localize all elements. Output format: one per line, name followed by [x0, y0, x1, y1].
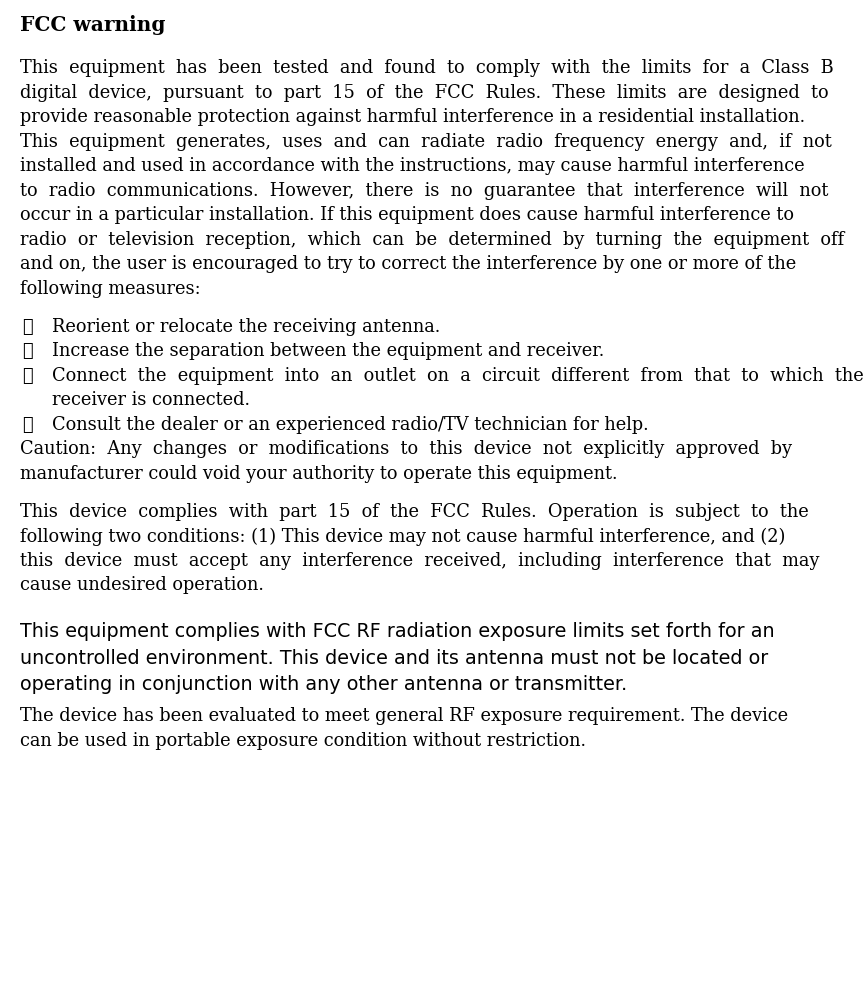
Text: to  radio  communications.  However,  there  is  no  guarantee  that  interferen: to radio communications. However, there …: [20, 182, 828, 200]
Text: provide reasonable protection against harmful interference in a residential inst: provide reasonable protection against ha…: [20, 108, 806, 127]
Text: Reorient or relocate the receiving antenna.: Reorient or relocate the receiving anten…: [52, 318, 440, 336]
Text: This  equipment  generates,  uses  and  can  radiate  radio  frequency  energy  : This equipment generates, uses and can r…: [20, 133, 832, 150]
Text: uncontrolled environment. This device and its antenna must not be located or: uncontrolled environment. This device an…: [20, 649, 768, 667]
Text: occur in a particular installation. If this equipment does cause harmful interfe: occur in a particular installation. If t…: [20, 206, 794, 224]
Text: Connect  the  equipment  into  an  outlet  on  a  circuit  different  from  that: Connect the equipment into an outlet on …: [52, 367, 864, 385]
Text: ・: ・: [22, 318, 32, 336]
Text: manufacturer could void your authority to operate this equipment.: manufacturer could void your authority t…: [20, 465, 617, 483]
Text: Caution:  Any  changes  or  modifications  to  this  device  not  explicitly  ap: Caution: Any changes or modifications to…: [20, 440, 792, 458]
Text: operating in conjunction with any other antenna or transmitter.: operating in conjunction with any other …: [20, 675, 628, 694]
Text: this  device  must  accept  any  interference  received,  including  interferenc: this device must accept any interference…: [20, 551, 819, 570]
Text: radio  or  television  reception,  which  can  be  determined  by  turning  the : radio or television reception, which can…: [20, 231, 845, 249]
Text: receiver is connected.: receiver is connected.: [52, 391, 250, 409]
Text: ・: ・: [22, 342, 32, 361]
Text: following two conditions: (1) This device may not cause harmful interference, an: following two conditions: (1) This devic…: [20, 527, 786, 546]
Text: This  device  complies  with  part  15  of  the  FCC  Rules.  Operation  is  sub: This device complies with part 15 of the…: [20, 503, 809, 521]
Text: can be used in portable exposure condition without restriction.: can be used in portable exposure conditi…: [20, 731, 586, 750]
Text: cause undesired operation.: cause undesired operation.: [20, 576, 264, 595]
Text: and on, the user is encouraged to try to correct the interference by one or more: and on, the user is encouraged to try to…: [20, 256, 796, 273]
Text: ・: ・: [22, 367, 32, 385]
Text: Consult the dealer or an experienced radio/TV technician for help.: Consult the dealer or an experienced rad…: [52, 416, 648, 434]
Text: This equipment complies with FCC RF radiation exposure limits set forth for an: This equipment complies with FCC RF radi…: [20, 622, 774, 642]
Text: ・: ・: [22, 416, 32, 434]
Text: The device has been evaluated to meet general RF exposure requirement. The devic: The device has been evaluated to meet ge…: [20, 707, 788, 725]
Text: Increase the separation between the equipment and receiver.: Increase the separation between the equi…: [52, 342, 604, 361]
Text: FCC warning: FCC warning: [20, 15, 166, 35]
Text: This  equipment  has  been  tested  and  found  to  comply  with  the  limits  f: This equipment has been tested and found…: [20, 59, 834, 78]
Text: digital  device,  pursuant  to  part  15  of  the  FCC  Rules.  These  limits  a: digital device, pursuant to part 15 of t…: [20, 84, 829, 102]
Text: following measures:: following measures:: [20, 280, 201, 298]
Text: installed and used in accordance with the instructions, may cause harmful interf: installed and used in accordance with th…: [20, 157, 805, 175]
